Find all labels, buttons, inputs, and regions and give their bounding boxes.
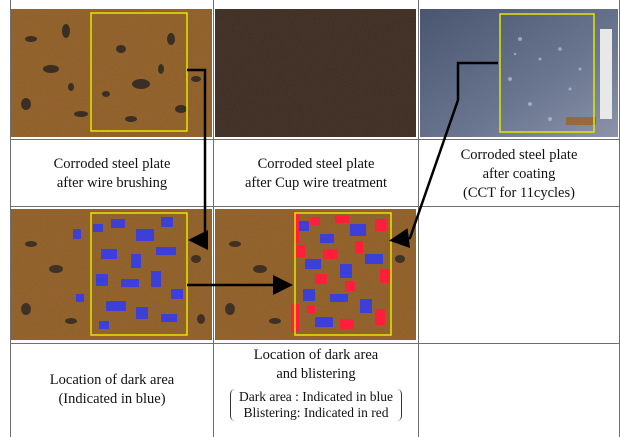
grid-line [10,0,11,437]
grid-line [213,0,214,437]
grid-line [10,343,620,344]
caption-line: and blistering [276,366,356,382]
caption-line: after Cup wire treatment [244,175,388,191]
caption-dark-area-blistering: Location of dark area and blistering Dar… [214,346,418,436]
dark-area-blistering-map-image [215,209,416,340]
grid-line [10,206,620,207]
caption-line: (Indicated in blue) [58,391,166,407]
color-legend: Dark area : Indicated in blue Blistering… [229,389,403,421]
caption-cup-wire: Corroded steel plate after Cup wire trea… [214,144,418,204]
caption-dark-area: Location of dark area (Indicated in blue… [11,346,213,434]
caption-line: Location of dark area [49,372,175,388]
caption-coating: Corroded steel plate after coating (CCT … [419,142,619,206]
grid-line [10,139,620,140]
caption-line: Location of dark area [253,347,379,363]
plate-wire-brushing-image [11,9,212,137]
plate-cup-wire-image [215,9,416,137]
grid-line [418,0,419,437]
legend-dark-area: Dark area : Indicated in blue [238,389,394,404]
caption-line: Corroded steel plate [53,156,171,172]
caption-line: after wire brushing [56,175,168,191]
caption-line: Corroded steel plate [257,156,375,172]
arrow-coated-to-blistering [389,61,498,249]
legend-blistering: Blistering: Indicated in red [243,405,389,420]
caption-wire-brushing: Corroded steel plate after wire brushing [11,144,213,204]
caption-line: (CCT for 11cycles) [463,184,575,201]
caption-line: after coating [482,165,556,182]
arrow-plate1-to-map [187,68,208,250]
dark-area-map-image [11,209,212,340]
caption-line: Corroded steel plate [460,146,578,163]
